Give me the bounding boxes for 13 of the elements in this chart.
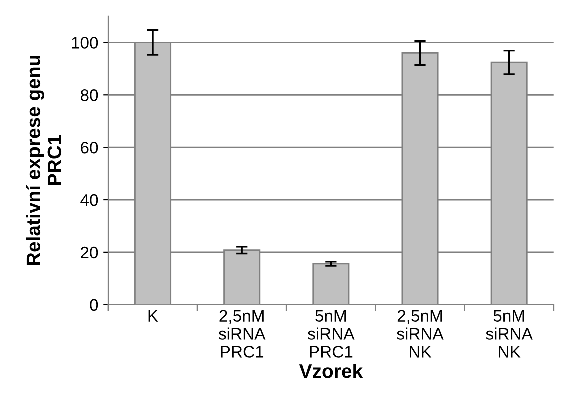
y-tick-label: 20	[81, 246, 98, 259]
y-tick-label: 100	[72, 37, 98, 49]
x-tick-label: K	[148, 310, 158, 322]
x-tick-label: 5nM siRNA PRC1	[308, 310, 355, 358]
x-tick-label: 2,5nM siRNA PRC1	[218, 310, 266, 358]
y-tick-label: 60	[81, 142, 98, 154]
y-tick-label: 40	[80, 194, 98, 206]
x-tick-label: 2,5nM siRNA NK	[397, 310, 444, 358]
y-tick-label: 80	[80, 90, 98, 102]
y-tick-label: 0	[90, 299, 98, 312]
x-tick-label: 5nM siRNA NK	[486, 310, 533, 358]
x-axis-title: Vzorek	[299, 364, 364, 378]
y-axis-title: Relativní exprese genu PRC1	[26, 56, 62, 266]
